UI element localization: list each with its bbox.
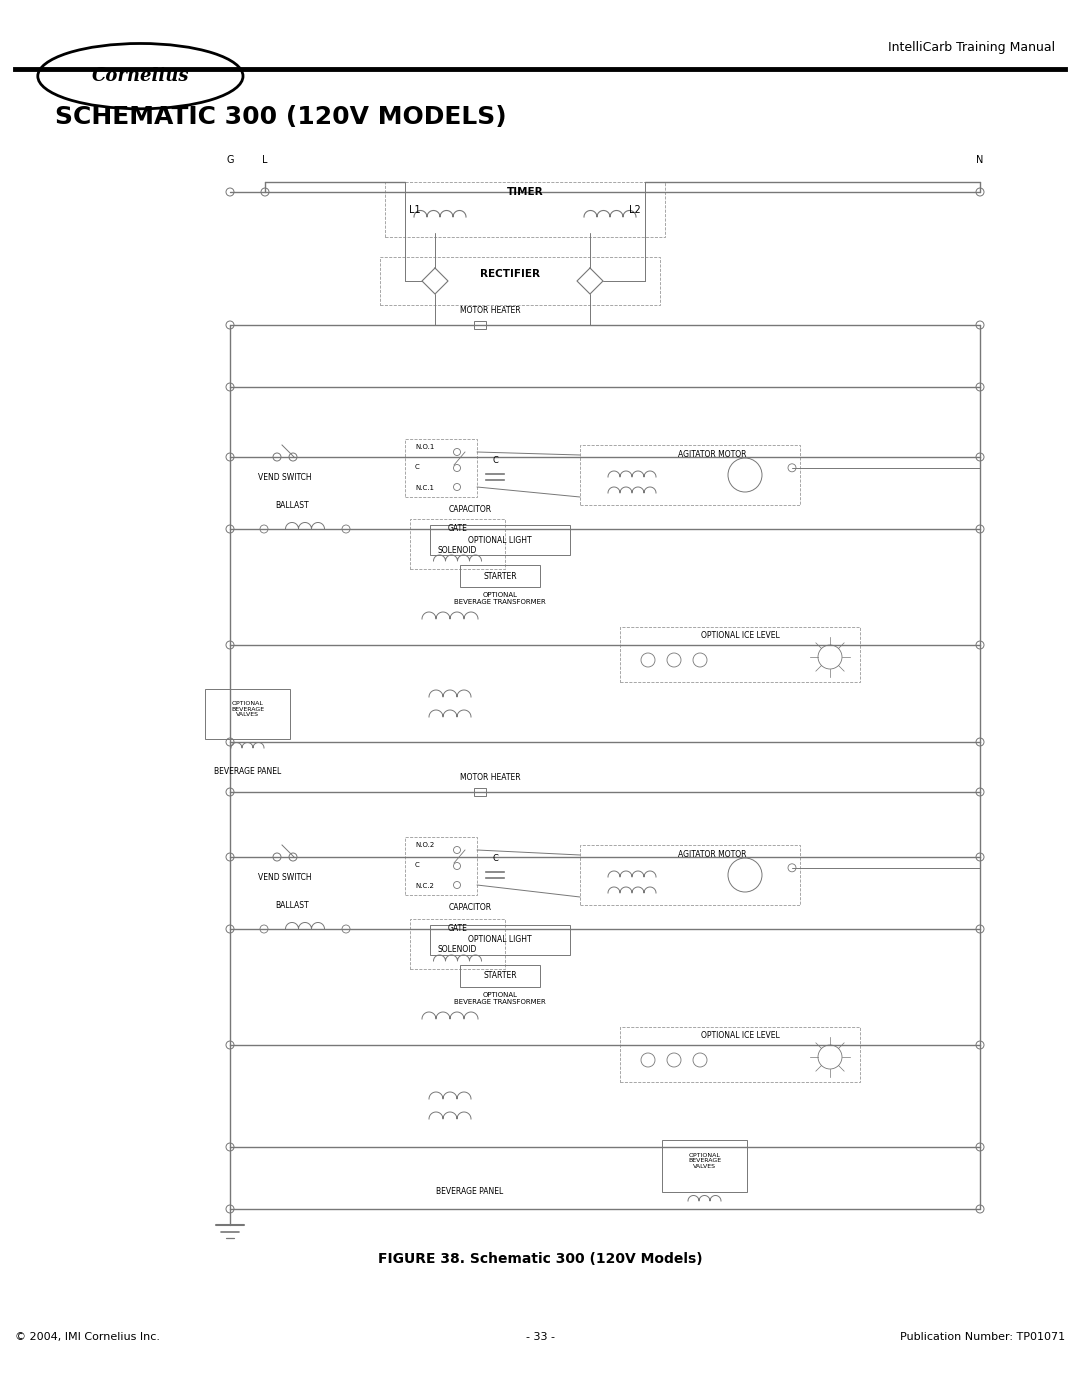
Bar: [405, 837, 477, 895]
Text: C: C: [415, 464, 420, 469]
Bar: [430, 925, 570, 956]
Bar: [620, 627, 860, 682]
Text: OPTIONAL ICE LEVEL: OPTIONAL ICE LEVEL: [701, 1031, 780, 1039]
Text: FIGURE 38. Schematic 300 (120V Models): FIGURE 38. Schematic 300 (120V Models): [378, 1252, 702, 1266]
Text: G: G: [226, 155, 233, 165]
Text: Publication Number: TP01071: Publication Number: TP01071: [900, 1331, 1065, 1343]
Text: N.O.1: N.O.1: [415, 444, 434, 450]
Text: C: C: [492, 854, 498, 863]
Text: L: L: [262, 155, 268, 165]
Text: OPTIONAL
BEVERAGE TRANSFORMER: OPTIONAL BEVERAGE TRANSFORMER: [454, 992, 545, 1004]
Text: OPTIONAL
BEVERAGE
VALVES: OPTIONAL BEVERAGE VALVES: [688, 1153, 721, 1169]
Text: N: N: [976, 155, 984, 165]
Bar: [430, 525, 570, 555]
Text: OPTIONAL
BEVERAGE TRANSFORMER: OPTIONAL BEVERAGE TRANSFORMER: [454, 592, 545, 605]
Text: OPTIONAL ICE LEVEL: OPTIONAL ICE LEVEL: [701, 631, 780, 640]
Text: GATE: GATE: [447, 524, 468, 534]
Text: CAPACITOR: CAPACITOR: [448, 504, 491, 514]
Bar: [410, 919, 505, 970]
Text: © 2004, IMI Cornelius Inc.: © 2004, IMI Cornelius Inc.: [15, 1331, 160, 1343]
Text: CAPACITOR: CAPACITOR: [448, 902, 491, 912]
Bar: [380, 257, 660, 305]
Bar: [474, 321, 486, 330]
Text: BALLAST: BALLAST: [275, 502, 309, 510]
Text: STARTER: STARTER: [483, 571, 517, 581]
Text: BEVERAGE PANEL: BEVERAGE PANEL: [436, 1187, 503, 1196]
Bar: [410, 520, 505, 569]
Text: BEVERAGE PANEL: BEVERAGE PANEL: [214, 767, 281, 775]
Text: SOLENOID: SOLENOID: [437, 545, 477, 555]
Text: AGITATOR MOTOR: AGITATOR MOTOR: [678, 849, 746, 859]
Text: SCHEMATIC 300 (120V MODELS): SCHEMATIC 300 (120V MODELS): [55, 105, 507, 129]
Bar: [620, 1027, 860, 1083]
Bar: [384, 182, 665, 237]
Text: C: C: [492, 455, 498, 465]
Bar: [580, 446, 800, 504]
Text: OPTIONAL LIGHT: OPTIONAL LIGHT: [469, 936, 531, 944]
Text: TIMER: TIMER: [507, 187, 543, 197]
Text: VEND SWITCH: VEND SWITCH: [258, 474, 312, 482]
Bar: [405, 439, 477, 497]
Text: SOLENOID: SOLENOID: [437, 946, 477, 954]
Text: AGITATOR MOTOR: AGITATOR MOTOR: [678, 450, 746, 460]
Text: Cornelius: Cornelius: [92, 67, 189, 85]
Bar: [460, 564, 540, 587]
Text: STARTER: STARTER: [483, 971, 517, 981]
Text: RECTIFIER: RECTIFIER: [480, 270, 540, 279]
Text: N.O.2: N.O.2: [415, 842, 434, 848]
Text: MOTOR HEATER: MOTOR HEATER: [460, 306, 521, 314]
Text: IntelliCarb Training Manual: IntelliCarb Training Manual: [888, 41, 1055, 53]
Text: - 33 -: - 33 -: [526, 1331, 554, 1343]
Bar: [662, 1140, 747, 1192]
Bar: [580, 845, 800, 905]
Text: MOTOR HEATER: MOTOR HEATER: [460, 773, 521, 782]
Text: C: C: [415, 862, 420, 868]
Text: OPTIONAL LIGHT: OPTIONAL LIGHT: [469, 535, 531, 545]
Text: L2: L2: [630, 205, 640, 215]
Bar: [460, 965, 540, 988]
Bar: [474, 788, 486, 796]
Text: N.C.2: N.C.2: [415, 883, 434, 888]
Text: L1: L1: [409, 205, 421, 215]
Text: BALLAST: BALLAST: [275, 901, 309, 909]
Text: N.C.1: N.C.1: [415, 485, 434, 490]
Text: OPTIONAL
BEVERAGE
VALVES: OPTIONAL BEVERAGE VALVES: [231, 701, 265, 717]
Bar: [205, 689, 291, 739]
Text: VEND SWITCH: VEND SWITCH: [258, 873, 312, 882]
Text: GATE: GATE: [447, 923, 468, 933]
